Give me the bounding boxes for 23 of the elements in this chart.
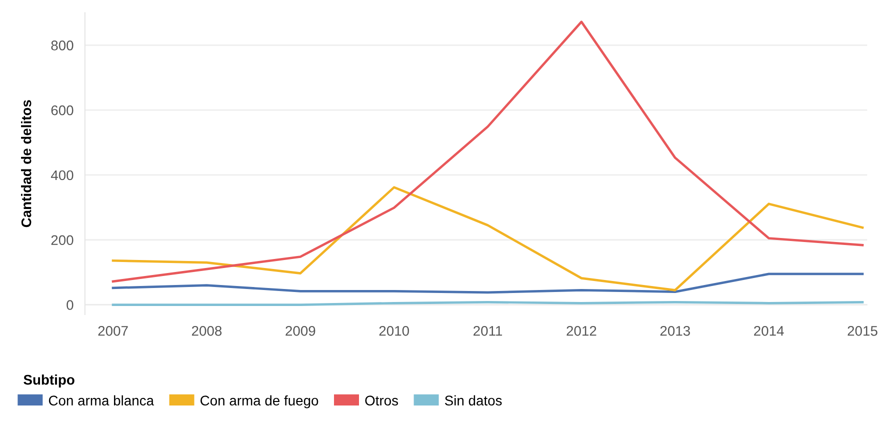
legend-label: Con arma blanca (48, 395, 154, 406)
x-tick-label: 2012 (566, 326, 596, 336)
x-tick-label: 2007 (98, 326, 128, 336)
x-tick-label: 2014 (754, 326, 784, 336)
x-tick-label: 2010 (379, 326, 409, 336)
x-tick-label: 2011 (474, 326, 502, 336)
x-tick-label: 2013 (660, 326, 690, 336)
legend-title: Subtipo (24, 374, 74, 388)
y-axis-title: Cantidad de delitos (21, 100, 32, 228)
legend-label: Sin datos (444, 395, 502, 406)
x-tick-label: 2015 (848, 326, 878, 336)
y-tick-label: 800 (51, 40, 74, 50)
legend-label: Con arma de fuego (200, 395, 318, 408)
y-tick-label: 400 (50, 170, 74, 180)
y-tick-label: 600 (51, 105, 74, 116)
legend-label: Otros (365, 396, 398, 406)
line-series (112, 186, 864, 292)
y-tick-label: 200 (51, 235, 74, 246)
y-tick-label: 0 (66, 300, 74, 310)
line-series (112, 272, 864, 294)
line-series (112, 20, 864, 283)
x-tick-label: 2009 (286, 326, 316, 336)
x-tick-label: 2008 (192, 326, 222, 336)
